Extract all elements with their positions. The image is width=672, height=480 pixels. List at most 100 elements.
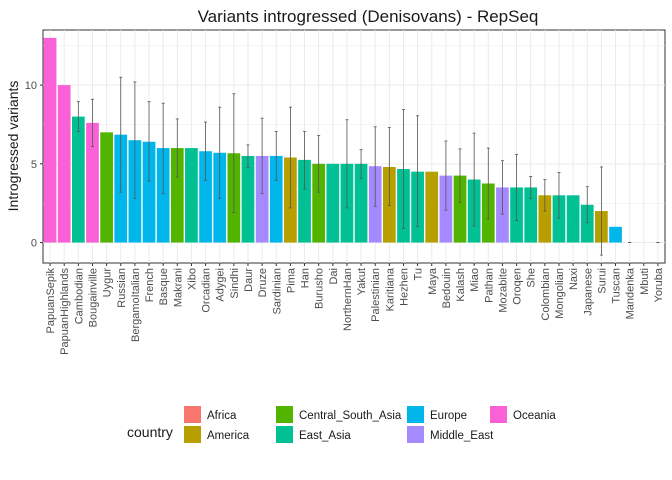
error-bar-makrani — [175, 118, 179, 178]
y-tick-label: 0 — [31, 238, 37, 250]
legend-swatch — [276, 406, 293, 423]
legend-label: Middle_East — [430, 430, 494, 442]
bar-tuscan — [609, 226, 622, 243]
error-bar-daur — [246, 144, 250, 169]
x-tick-label: Sardinian — [271, 268, 283, 314]
y-axis-label: Introgressed variants — [5, 81, 21, 212]
error-bar-pathan — [486, 147, 490, 220]
legend-item-africa: Africa — [184, 406, 237, 423]
legend-item-middle-east: Middle_East — [407, 426, 494, 443]
bar-french — [142, 141, 156, 243]
error-bar-pima — [288, 106, 292, 209]
x-tick-label: Adygei — [215, 268, 227, 302]
error-bar-basque — [161, 102, 165, 195]
error-bar-mongolian — [557, 172, 561, 219]
x-tick-label: Bougainville — [87, 268, 99, 327]
error-bar-cambodian — [76, 101, 80, 132]
x-tick-label: PapuanHighlands — [59, 268, 71, 355]
error-bar-adygei — [218, 106, 222, 199]
x-tick-label: French — [144, 268, 156, 302]
y-tick-label: 5 — [31, 159, 37, 171]
error-bar-han — [303, 131, 307, 190]
legend-item-central-south-asia: Central_South_Asia — [276, 406, 402, 423]
x-tick-label: Japanese — [582, 268, 594, 316]
bar-daur — [241, 155, 255, 243]
error-bar-burusho — [317, 135, 321, 193]
y-tick-label: 10 — [25, 80, 37, 92]
x-tick-label: Yoruba — [653, 267, 665, 302]
x-tick-label: Mongolian — [554, 268, 566, 319]
error-bar-japanese — [585, 186, 589, 224]
error-bar-french — [147, 101, 151, 182]
x-tick-label: NorthernHan — [342, 268, 354, 331]
bar-kalash — [453, 175, 467, 243]
error-bar-sardinian — [274, 131, 278, 181]
chart-title: Variants introgressed (Denisovans) - Rep… — [198, 7, 539, 26]
x-tick-label: Maya — [427, 267, 439, 295]
legend-swatch — [407, 406, 424, 423]
bar-bougainville — [86, 122, 99, 243]
x-tick-label: Naxi — [568, 268, 580, 290]
legend-title: country — [127, 424, 173, 440]
x-tick-label: Surui — [596, 268, 608, 294]
legend-item-east-asia: East_Asia — [276, 426, 351, 443]
error-bar-russian — [119, 76, 123, 193]
x-tick-label: She — [526, 268, 538, 288]
x-tick-label: Karitiana — [384, 267, 396, 311]
error-bar-druze — [260, 117, 264, 195]
x-tick-label: Xibo — [186, 268, 198, 290]
bar-mongolian — [552, 195, 566, 243]
error-bar-northernhan — [345, 119, 349, 209]
legend-label: East_Asia — [299, 430, 351, 442]
x-tick-label: PapuanSepik — [45, 268, 57, 334]
x-tick-label: Kalash — [455, 268, 467, 302]
x-tick-label: Pathan — [483, 268, 495, 303]
x-axis: PapuanSepik PapuanHighlands Cambodian Bouga… — [45, 263, 665, 355]
error-bar-bergamoitalian — [133, 81, 137, 199]
bar-papuanhighlands — [57, 85, 71, 243]
legend-item-oceania: Oceania — [490, 406, 556, 423]
error-bars — [76, 76, 660, 256]
bar-burusho — [312, 163, 326, 243]
bar-she — [524, 187, 538, 243]
error-bar-bedouin — [444, 140, 448, 211]
legend-item-europe: Europe — [407, 406, 467, 423]
bar-uygur — [100, 132, 113, 243]
error-bar-she — [529, 176, 533, 199]
x-tick-label: Daur — [243, 268, 255, 292]
error-bar-mozabite — [500, 160, 504, 215]
legend-swatch — [184, 426, 201, 443]
x-tick-label: Mozabite — [497, 268, 509, 313]
x-tick-label: Dai — [328, 268, 340, 285]
x-tick-label: Colombian — [540, 268, 552, 321]
x-tick-label: BergamoItalian — [130, 268, 142, 342]
error-bar-karitiana — [387, 127, 391, 206]
bar-orcadian — [199, 151, 212, 243]
error-bar-palestinian — [373, 126, 377, 207]
bar-naxi — [566, 195, 580, 243]
legend-item-america: America — [184, 426, 250, 443]
legend-label: Oceania — [513, 410, 556, 422]
legend-swatch — [490, 406, 507, 423]
bar-mozabite — [496, 187, 509, 243]
legend: country Africa America Central_South_Asia E… — [127, 406, 556, 443]
x-tick-label: Palestinian — [370, 268, 382, 322]
x-tick-label: Druze — [257, 268, 269, 297]
x-tick-label: Han — [300, 268, 312, 288]
legend-label: Europe — [430, 410, 467, 422]
x-tick-label: Hezhen — [398, 268, 410, 306]
legend-label: America — [207, 430, 250, 442]
x-tick-label: Basque — [158, 268, 170, 305]
y-axis: 0 5 10 — [25, 80, 43, 250]
error-bar-miao — [472, 132, 476, 227]
x-tick-label: Orcadian — [201, 268, 213, 313]
x-tick-label: Makrani — [172, 268, 184, 307]
legend-label: Central_South_Asia — [299, 410, 402, 422]
x-tick-label: Miao — [469, 268, 481, 292]
bar-cambodian — [71, 116, 85, 243]
bar-basque — [156, 148, 170, 243]
bar-xibo — [185, 148, 198, 243]
legend-swatch — [276, 426, 293, 443]
error-bar-orcadian — [204, 121, 208, 181]
